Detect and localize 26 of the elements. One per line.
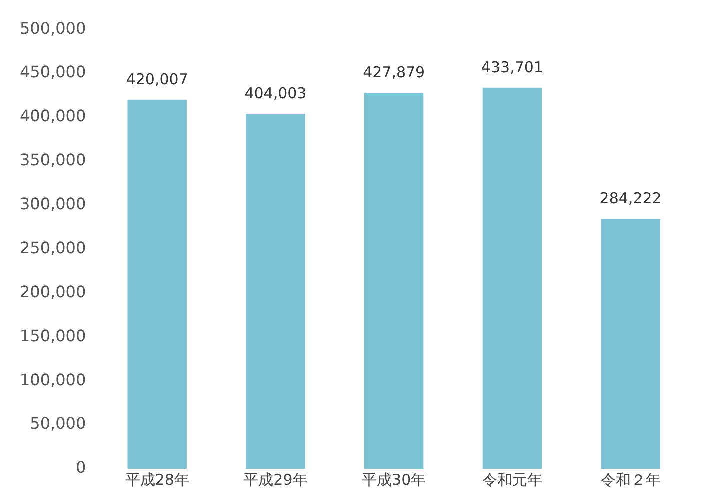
y-tick-label: 400,000 [20,106,86,126]
y-tick-label: 250,000 [20,238,86,258]
data-label: 420,007 [126,70,188,88]
y-tick-label: 50,000 [30,414,86,434]
bar [128,100,187,469]
x-tick-label: 令和２年 [600,470,661,489]
y-tick-label: 500,000 [20,18,86,38]
x-tick-label: 平成28年 [125,470,190,489]
bar [246,114,306,469]
y-tick-label: 200,000 [20,282,86,302]
data-label: 284,222 [600,190,662,208]
y-tick-label: 150,000 [20,326,86,346]
x-tick-label: 令和元年 [482,470,542,489]
x-tick-label: 平成29年 [244,470,308,489]
y-tick-label: 0 [76,458,86,478]
y-tick-label: 350,000 [20,150,86,170]
bar [601,219,660,469]
bar [364,92,424,469]
y-tick-label: 300,000 [20,194,86,214]
y-tick-label: 450,000 [20,62,86,82]
data-label: 404,003 [244,84,307,102]
data-label: 427,879 [363,63,426,82]
x-tick-label: 平成30年 [362,470,426,489]
bar [482,88,542,469]
data-label: 433,701 [481,58,544,76]
y-tick-label: 100,000 [20,370,86,390]
